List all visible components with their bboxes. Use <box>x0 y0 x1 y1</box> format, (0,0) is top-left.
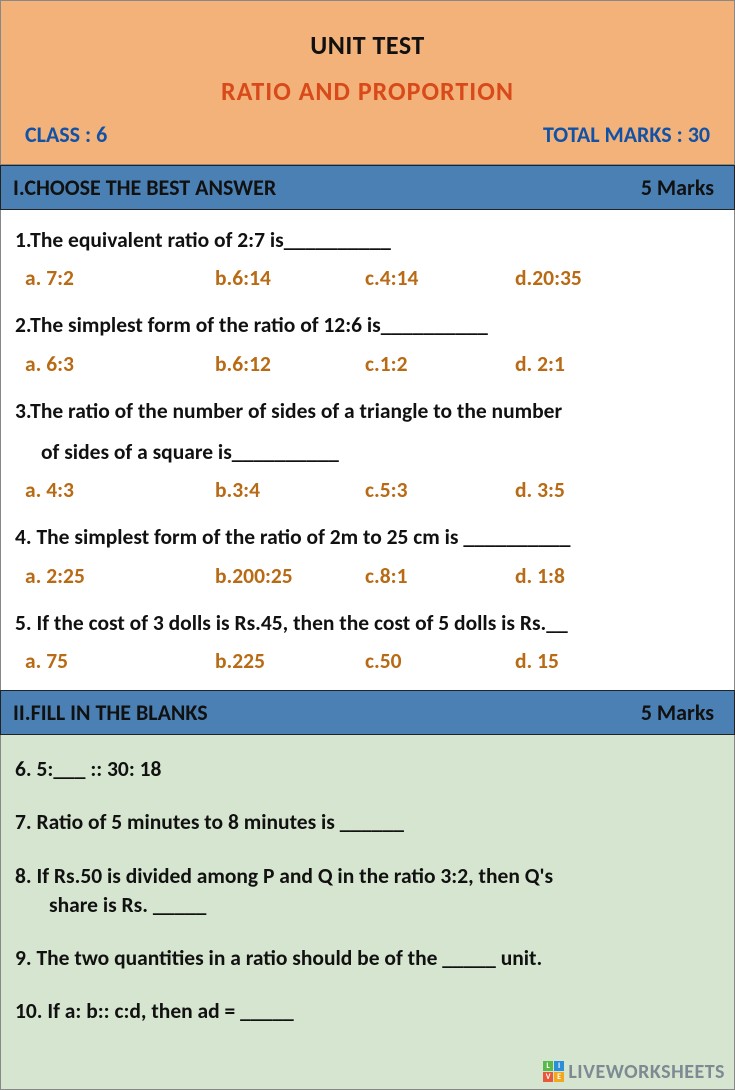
q3-opt-d[interactable]: d. 3:5 <box>515 477 565 503</box>
q4-text: 4. The simplest form of the ratio of 2m … <box>15 521 720 554</box>
q4-opt-d[interactable]: d. 1:8 <box>515 563 565 589</box>
q8-text-line2[interactable]: share is Rs. _____ <box>15 889 720 922</box>
q1-text: 1.The equivalent ratio of 2:7 is________… <box>15 224 720 257</box>
q8-text-line1: 8. If Rs.50 is divided among P and Q in … <box>15 860 720 893</box>
badge-cell: L <box>543 1061 553 1071</box>
worksheet-page: UNIT TEST RATIO AND PROPORTION CLASS : 6… <box>0 0 735 1090</box>
q3-opt-b[interactable]: b.3:4 <box>215 477 365 503</box>
header: UNIT TEST RATIO AND PROPORTION CLASS : 6… <box>0 0 735 165</box>
q2-opt-c[interactable]: c.1:2 <box>365 351 515 377</box>
badge-cell: E <box>554 1072 564 1082</box>
meta-row: CLASS : 6 TOTAL MARKS : 30 <box>21 121 714 148</box>
section1-marks: 5 Marks <box>641 174 714 201</box>
q2-text: 2.The simplest form of the ratio of 12:6… <box>15 309 720 342</box>
q1-opt-c[interactable]: c.4:14 <box>365 265 515 291</box>
section2-body: 6. 5:___ :: 30: 18 7. Ratio of 5 minutes… <box>0 735 735 1090</box>
q9-text[interactable]: 9. The two quantities in a ratio should … <box>15 942 720 975</box>
q2-options[interactable]: a. 6:3 b.6:12 c.1:2 d. 2:1 <box>25 351 720 377</box>
q7-text[interactable]: 7. Ratio of 5 minutes to 8 minutes is __… <box>15 806 720 839</box>
q5-text: 5. If the cost of 3 dolls is Rs.45, then… <box>15 607 720 640</box>
badge-cell: V <box>543 1072 553 1082</box>
section2-heading-bar: II.FILL IN THE BLANKS 5 Marks <box>0 690 735 735</box>
section1-heading: I.CHOOSE THE BEST ANSWER <box>13 174 276 201</box>
q3-options[interactable]: a. 4:3 b.3:4 c.5:3 d. 3:5 <box>25 477 720 503</box>
q5-options[interactable]: a. 75 b.225 c.50 d. 15 <box>25 648 720 674</box>
q4-opt-b[interactable]: b.200:25 <box>215 563 365 589</box>
q2-opt-a[interactable]: a. 6:3 <box>25 351 215 377</box>
q1-opt-b[interactable]: b.6:14 <box>215 265 365 291</box>
class-label: CLASS : 6 <box>25 121 107 148</box>
page-title: UNIT TEST <box>21 29 714 61</box>
q3-opt-a[interactable]: a. 4:3 <box>25 477 215 503</box>
q3-text-line2: of sides of a square is__________ <box>15 436 720 469</box>
q5-opt-a[interactable]: a. 75 <box>25 648 215 674</box>
q1-options[interactable]: a. 7:2 b.6:14 c.4:14 d.20:35 <box>25 265 720 291</box>
section2-heading: II.FILL IN THE BLANKS <box>13 699 208 726</box>
page-subtitle: RATIO AND PROPORTION <box>21 75 714 107</box>
q6-text[interactable]: 6. 5:___ :: 30: 18 <box>15 753 720 786</box>
watermark-badge-icon: L I V E <box>543 1061 564 1082</box>
q1-opt-a[interactable]: a. 7:2 <box>25 265 215 291</box>
q4-opt-c[interactable]: c.8:1 <box>365 563 515 589</box>
section2-marks: 5 Marks <box>641 699 714 726</box>
q5-opt-c[interactable]: c.50 <box>365 648 515 674</box>
q2-opt-b[interactable]: b.6:12 <box>215 351 365 377</box>
q2-opt-d[interactable]: d. 2:1 <box>515 351 565 377</box>
q4-opt-a[interactable]: a. 2:25 <box>25 563 215 589</box>
section1-body: 1.The equivalent ratio of 2:7 is________… <box>0 210 735 690</box>
badge-cell: I <box>554 1061 564 1071</box>
q5-opt-b[interactable]: b.225 <box>215 648 365 674</box>
q3-text-line1: 3.The ratio of the number of sides of a … <box>15 395 720 428</box>
q10-text[interactable]: 10. If a: b:: c:d, then ad = _____ <box>15 995 720 1028</box>
watermark: L I V E LIVEWORKSHEETS <box>543 1060 725 1084</box>
q4-options[interactable]: a. 2:25 b.200:25 c.8:1 d. 1:8 <box>25 563 720 589</box>
q3-opt-c[interactable]: c.5:3 <box>365 477 515 503</box>
marks-label: TOTAL MARKS : 30 <box>543 121 710 148</box>
q5-opt-d[interactable]: d. 15 <box>515 648 559 674</box>
q1-opt-d[interactable]: d.20:35 <box>515 265 582 291</box>
section1-heading-bar: I.CHOOSE THE BEST ANSWER 5 Marks <box>0 165 735 210</box>
watermark-text: LIVEWORKSHEETS <box>568 1060 725 1084</box>
